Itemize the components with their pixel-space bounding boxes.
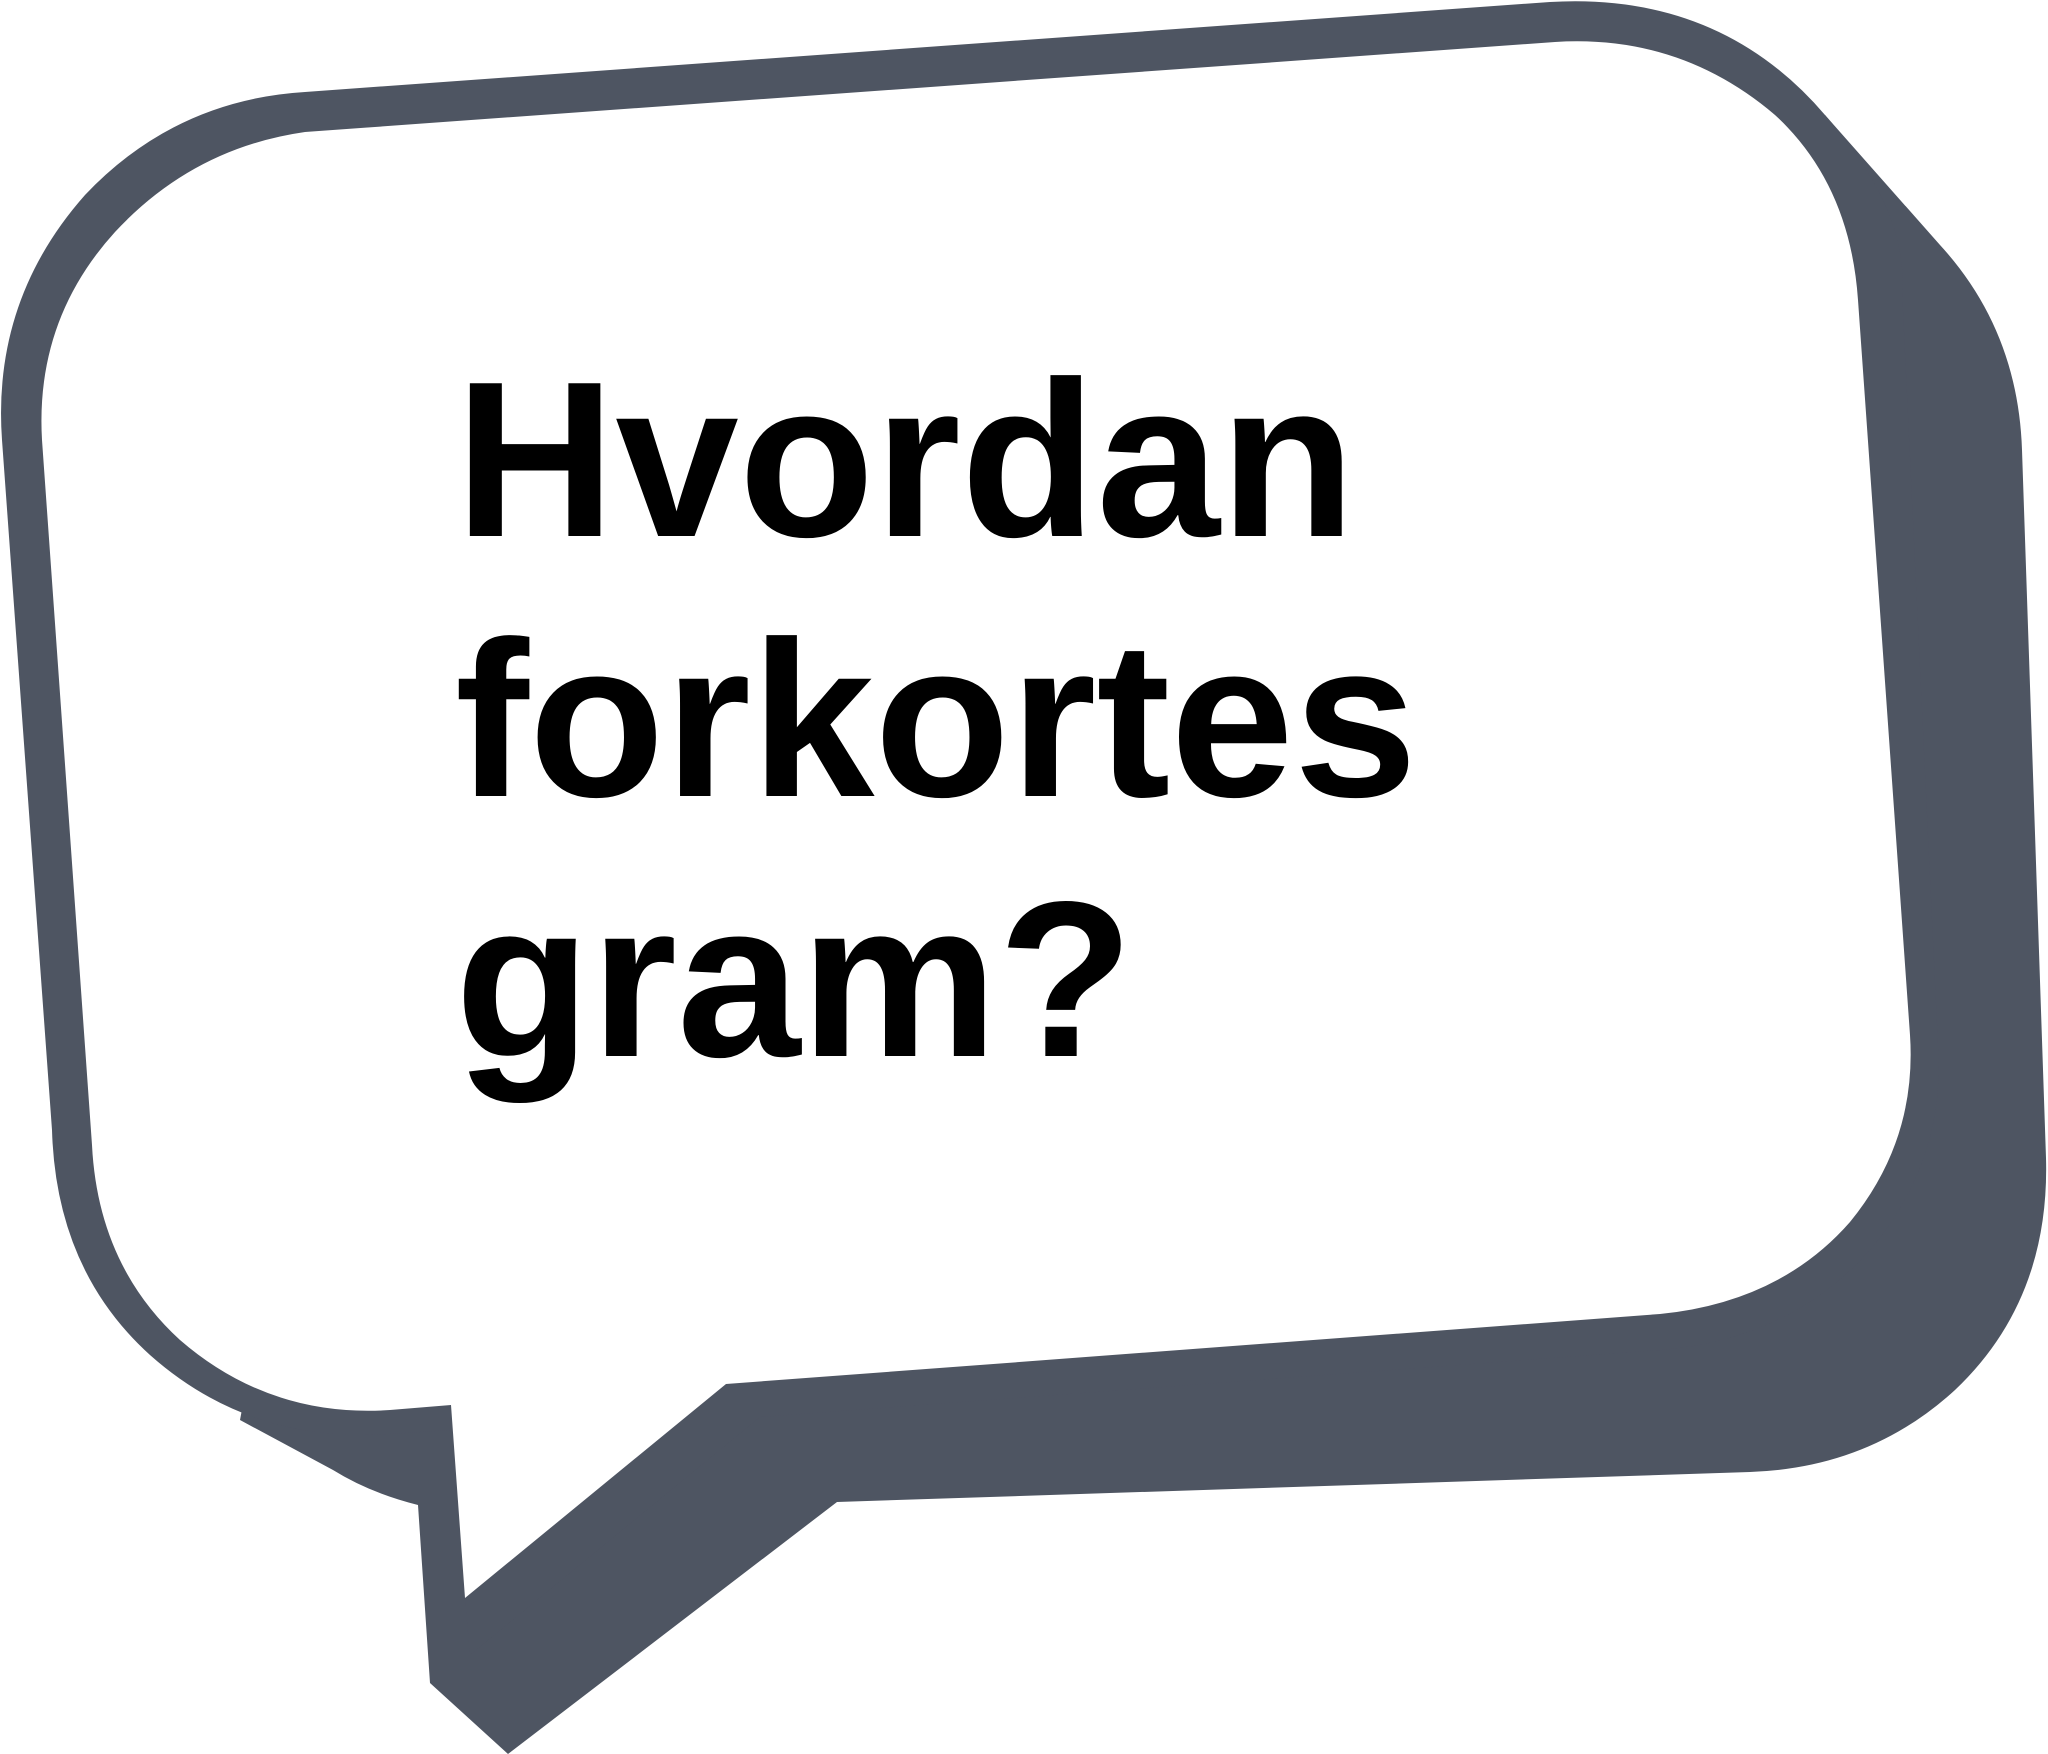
question-line-2: forkortes: [455, 596, 1418, 844]
speech-bubble-body: [41, 41, 1911, 1599]
question-text: Hvordan forkortes gram?: [455, 330, 1555, 1110]
question-line-3: gram?: [455, 856, 1134, 1104]
question-line-1: Hvordan: [455, 336, 1356, 584]
